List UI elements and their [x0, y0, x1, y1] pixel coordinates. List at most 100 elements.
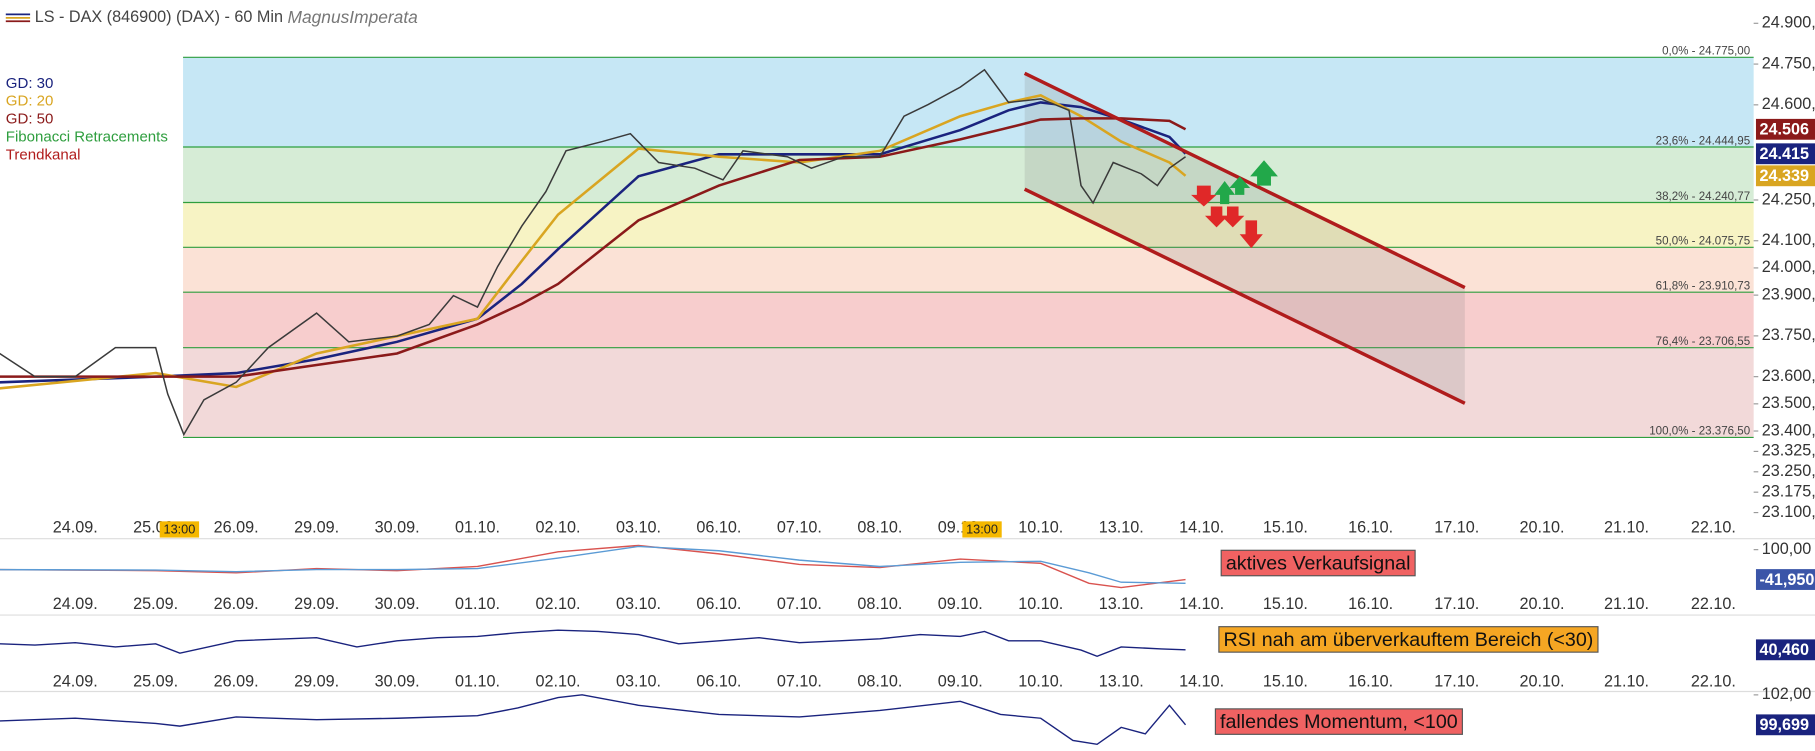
x-tick-label: 30.09. — [375, 519, 420, 537]
buy-arrow — [1250, 160, 1278, 186]
x-tick-label: 21.10. — [1604, 519, 1649, 537]
value-badge — [1755, 165, 1815, 187]
y-tick-label: 24.250, — [1762, 190, 1815, 208]
legend-entry: GD: 30 — [6, 75, 54, 92]
fib-label: 23,6% - 24.444,95 — [1656, 135, 1751, 147]
x-tick-label: 20.10. — [1520, 595, 1565, 613]
y-tick-label: 23.750, — [1762, 326, 1815, 344]
x-tick-label: 17.10. — [1434, 595, 1479, 613]
x-tick-label: 22.10. — [1691, 519, 1736, 537]
time-marker-box — [159, 521, 200, 538]
x-tick-label: 13.10. — [1099, 673, 1144, 691]
x-tick-label: 14.10. — [1179, 673, 1224, 691]
x-tick-label: 17.10. — [1434, 673, 1479, 691]
x-tick-label: 01.10. — [455, 595, 500, 613]
x-tick-label: 29.09. — [294, 673, 339, 691]
value-badge-label: 40,460 — [1759, 641, 1809, 659]
value-badge — [1755, 714, 1815, 736]
annotation-box — [1220, 549, 1416, 577]
y-tick-label: 102,00 — [1762, 685, 1812, 703]
fib-label: 100,0% - 23.376,50 — [1649, 426, 1750, 438]
x-tick-label: 15.10. — [1263, 673, 1308, 691]
x-tick-label: 22.10. — [1691, 595, 1736, 613]
fib-label: 38,2% - 24.240,77 — [1656, 191, 1751, 203]
value-badge-label: 24.415 — [1759, 145, 1809, 163]
time-marker-label: 13:00 — [966, 521, 998, 536]
y-tick-label: 100,00 — [1762, 540, 1812, 558]
fib-label: 76,4% - 23.706,55 — [1656, 336, 1751, 348]
annotation-box — [1218, 626, 1599, 653]
x-tick-label: 26.09. — [214, 519, 259, 537]
x-tick-label: 25.09. — [133, 673, 178, 691]
labels: LS - DAX (846900) (DAX) - 60 Min MagnusI… — [0, 6, 1815, 736]
legend-entry: GD: 50 — [6, 111, 54, 128]
x-tick-label: 29.09. — [294, 519, 339, 537]
indicator-line — [0, 629, 1186, 658]
value-badge — [1755, 569, 1815, 590]
x-tick-label: 07.10. — [777, 519, 822, 537]
fib-zones — [183, 56, 1754, 438]
time-marker-label: 13:00 — [164, 521, 196, 536]
x-tick-label: 09.10. — [938, 595, 983, 613]
x-tick-label: 06.10. — [696, 673, 741, 691]
x-tick-label: 16.10. — [1348, 595, 1393, 613]
x-tick-label: 14.10. — [1179, 595, 1224, 613]
y-tick-label: 23.250, — [1762, 462, 1815, 480]
moving-average — [0, 94, 1187, 390]
x-tick-label: 14.10. — [1179, 519, 1224, 537]
x-tick-label: 10.10. — [1018, 519, 1063, 537]
x-tick-label: 02.10. — [535, 595, 580, 613]
y-tick-label: 23.600, — [1762, 367, 1815, 385]
x-tick-label: 22.10. — [1691, 673, 1736, 691]
fib-label: 50,0% - 24.075,75 — [1656, 236, 1751, 248]
x-tick-label: 06.10. — [696, 595, 741, 613]
value-badge-label: -41,950 — [1759, 571, 1814, 589]
y-tick-label: 24.100, — [1762, 231, 1815, 249]
y-tick-label: 24.600, — [1762, 95, 1815, 113]
x-tick-label: 02.10. — [535, 673, 580, 691]
x-tick-label: 07.10. — [777, 673, 822, 691]
fib-zone — [183, 347, 1754, 438]
x-tick-label: 10.10. — [1018, 673, 1063, 691]
trend-line — [1023, 71, 1466, 290]
x-tick-label: 03.10. — [616, 519, 661, 537]
x-tick-label: 02.10. — [535, 519, 580, 537]
moving-average — [0, 101, 1187, 384]
x-tick-label: 01.10. — [455, 673, 500, 691]
legend-entry: GD: 20 — [6, 93, 54, 110]
x-tick-label: 06.10. — [696, 519, 741, 537]
value-badge — [1755, 118, 1815, 140]
buy-arrow — [1229, 176, 1251, 195]
indicator-line — [0, 694, 1187, 746]
x-tick-label: 13.10. — [1099, 519, 1144, 537]
x-tick-label: 26.09. — [214, 673, 259, 691]
value-badge — [1755, 143, 1815, 165]
sell-arrow — [1191, 185, 1217, 207]
x-tick-label: 29.09. — [294, 595, 339, 613]
x-tick-label: 08.10. — [857, 519, 902, 537]
x-tick-label: 10.10. — [1018, 595, 1063, 613]
chart-title: LS - DAX (846900) (DAX) - 60 Min MagnusI… — [35, 6, 418, 26]
indicator-line — [0, 545, 1186, 584]
buy-arrow — [1214, 181, 1236, 205]
x-tick-label: 15.10. — [1263, 595, 1308, 613]
value-badge-label: 24.506 — [1759, 121, 1809, 139]
value-badge — [1755, 639, 1815, 661]
fib-zone — [183, 247, 1754, 293]
y-tick-label: 24.000, — [1762, 258, 1815, 276]
y-tick-label: 23.500, — [1762, 394, 1815, 412]
y-tick-label: 23.325, — [1762, 442, 1815, 460]
x-tick-label: 08.10. — [857, 595, 902, 613]
value-badge-label: 99,699 — [1759, 716, 1809, 734]
x-tick-label: 24.09. — [53, 595, 98, 613]
annotation-box — [1214, 708, 1463, 735]
legend-entry: Fibonacci Retracements — [6, 129, 168, 146]
y-tick-label: 23.900, — [1762, 285, 1815, 303]
x-tick-label: 30.09. — [375, 673, 420, 691]
price-line — [0, 68, 1186, 437]
fib-zone — [183, 146, 1754, 203]
x-tick-label: 24.09. — [53, 519, 98, 537]
y-tick-label: 23.400, — [1762, 421, 1815, 439]
x-tick-label: 07.10. — [777, 595, 822, 613]
